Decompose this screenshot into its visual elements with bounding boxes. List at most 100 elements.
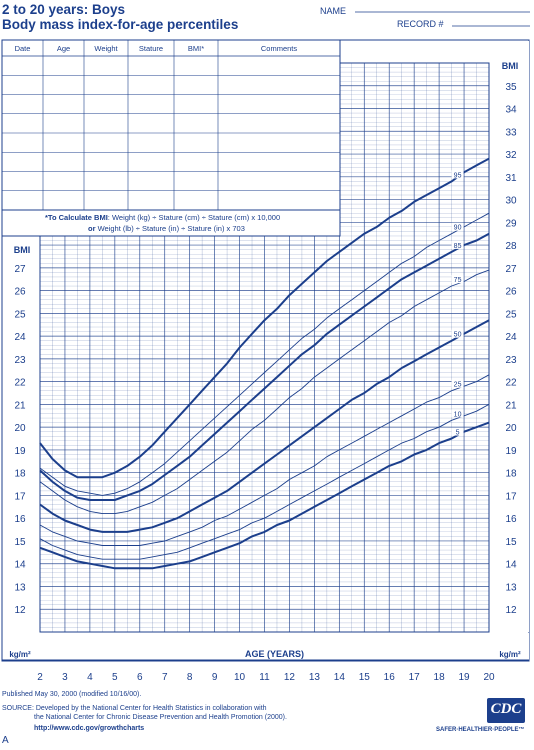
percentile-label-85: 85 (454, 243, 462, 250)
y-tick-right: 12 (505, 605, 517, 616)
x-tick-label: 8 (187, 672, 193, 683)
x-tick-label: 14 (334, 672, 346, 683)
record-table (1, 39, 341, 211)
y-unit-left: kg/m² (9, 650, 31, 659)
x-tick-label: 20 (483, 672, 495, 683)
source-line1: SOURCE: Developed by the National Center… (2, 705, 267, 712)
figure-label: A (2, 735, 9, 746)
percentile-label-90: 90 (454, 225, 462, 232)
x-tick-label: 18 (434, 672, 446, 683)
x-tick-label: 13 (309, 672, 321, 683)
percentile-curve-50 (39, 319, 490, 533)
x-tick-label: 11 (259, 672, 270, 683)
y-tick-left: 26 (14, 287, 26, 298)
y-tick-right: 23 (505, 355, 517, 366)
x-tick-label: 12 (284, 672, 296, 683)
x-tick-label: 2 (37, 672, 43, 683)
source-line2: the National Center for Chronic Disease … (34, 714, 287, 721)
bmi-formula-bold: *To Calculate BMI (45, 213, 108, 222)
x-tick-label: 16 (384, 672, 396, 683)
cdc-tagline: SAFER·HEALTHIER·PEOPLE™ (436, 727, 525, 733)
x-tick-label: 7 (162, 672, 168, 683)
y-tick-left: 23 (14, 355, 26, 366)
percentile-curve-25 (39, 374, 490, 546)
bmi-formula-metric: : Weight (kg) ÷ Stature (cm) ÷ Stature (… (107, 213, 281, 222)
y-tick-right: 14 (505, 560, 517, 571)
x-tick-label: 5 (112, 672, 118, 683)
published-note: Published May 30, 2000 (modified 10/16/0… (2, 691, 142, 698)
left-axis-panel (3, 237, 39, 632)
y-tick-right: 13 (505, 582, 517, 593)
percentile-label-25: 25 (454, 382, 462, 389)
x-tick-label: 17 (409, 672, 421, 683)
x-tick-label: 9 (212, 672, 218, 683)
percentile-label-bg (451, 240, 464, 249)
table-header-weight: Weight (94, 44, 118, 53)
bmi-formula-line2: or Weight (lb) ÷ Stature (in) ÷ Stature … (88, 224, 245, 233)
percentile-label-50: 50 (454, 332, 462, 339)
y-tick-left: 24 (14, 332, 26, 343)
percentile-curve-10 (39, 404, 490, 560)
percentile-label-95: 95 (454, 172, 462, 179)
percentile-label-bg (451, 222, 464, 231)
x-tick-label: 3 (62, 672, 68, 683)
y-tick-right: 19 (505, 446, 517, 457)
y-tick-right: 15 (505, 537, 517, 548)
y-tick-right: 29 (505, 218, 517, 229)
bmi-formula-line1: *To Calculate BMI: Weight (kg) ÷ Stature… (45, 213, 280, 222)
y-tick-left: 27 (14, 264, 26, 275)
y-tick-right: 24 (505, 332, 517, 343)
y-tick-left: 20 (14, 423, 26, 434)
percentile-label-10: 10 (454, 411, 462, 418)
percentile-label-75: 75 (454, 277, 462, 284)
y-tick-left: 16 (14, 514, 26, 525)
y-tick-left: 14 (14, 560, 26, 571)
percentile-label-bg (451, 409, 464, 418)
y-tick-left: 25 (14, 309, 26, 320)
y-tick-left: 22 (14, 378, 26, 389)
y-axis-title-left: BMI (14, 245, 31, 255)
percentile-curve-90 (39, 212, 490, 496)
percentile-label-bg (451, 170, 464, 179)
y-tick-left: 19 (14, 446, 26, 457)
table-header-comments: Comments (261, 44, 298, 53)
bottom-axis-panel (3, 633, 529, 660)
y-tick-right: 27 (505, 264, 517, 275)
x-tick-label: 19 (458, 672, 470, 683)
y-tick-right: 21 (505, 400, 517, 411)
growthcharts-url: http://www.cdc.gov/growthcharts (34, 725, 145, 732)
percentile-curve-85 (39, 232, 490, 501)
y-tick-right: 18 (505, 469, 517, 480)
x-tick-label: 15 (359, 672, 371, 683)
y-tick-right: 30 (505, 196, 517, 207)
y-tick-left: 15 (14, 537, 26, 548)
percentile-label-bg (451, 427, 464, 436)
bmi-formula-imperial: Weight (lb) ÷ Stature (in) ÷ Stature (in… (95, 224, 245, 233)
y-tick-right: 28 (505, 241, 517, 252)
bmi-formula-or: or (88, 224, 96, 233)
y-tick-right: 34 (505, 105, 517, 116)
chart-title-line1: 2 to 20 years: Boys (2, 2, 126, 17)
y-tick-right: 17 (505, 491, 517, 502)
y-tick-right: 22 (505, 378, 517, 389)
y-tick-right: 26 (505, 287, 517, 298)
y-tick-right: 16 (505, 514, 517, 525)
y-tick-left: 21 (14, 400, 26, 411)
y-tick-left: 18 (14, 469, 26, 480)
y-tick-left: 12 (14, 605, 26, 616)
percentile-label-bg (451, 275, 464, 284)
cdc-logo-icon: CDC (487, 698, 525, 723)
percentile-curve-5 (39, 421, 490, 570)
y-tick-right: 33 (505, 127, 517, 138)
y-tick-right: 35 (505, 82, 517, 93)
percentile-label-5: 5 (456, 430, 460, 437)
y-tick-right: 20 (505, 423, 517, 434)
record-label: RECORD # (397, 19, 444, 29)
bmi-formula-box (1, 209, 341, 237)
y-tick-right: 32 (505, 150, 517, 161)
percentile-curve-95 (39, 157, 490, 479)
y-tick-right: 25 (505, 309, 517, 320)
right-axis-panel (490, 41, 529, 632)
